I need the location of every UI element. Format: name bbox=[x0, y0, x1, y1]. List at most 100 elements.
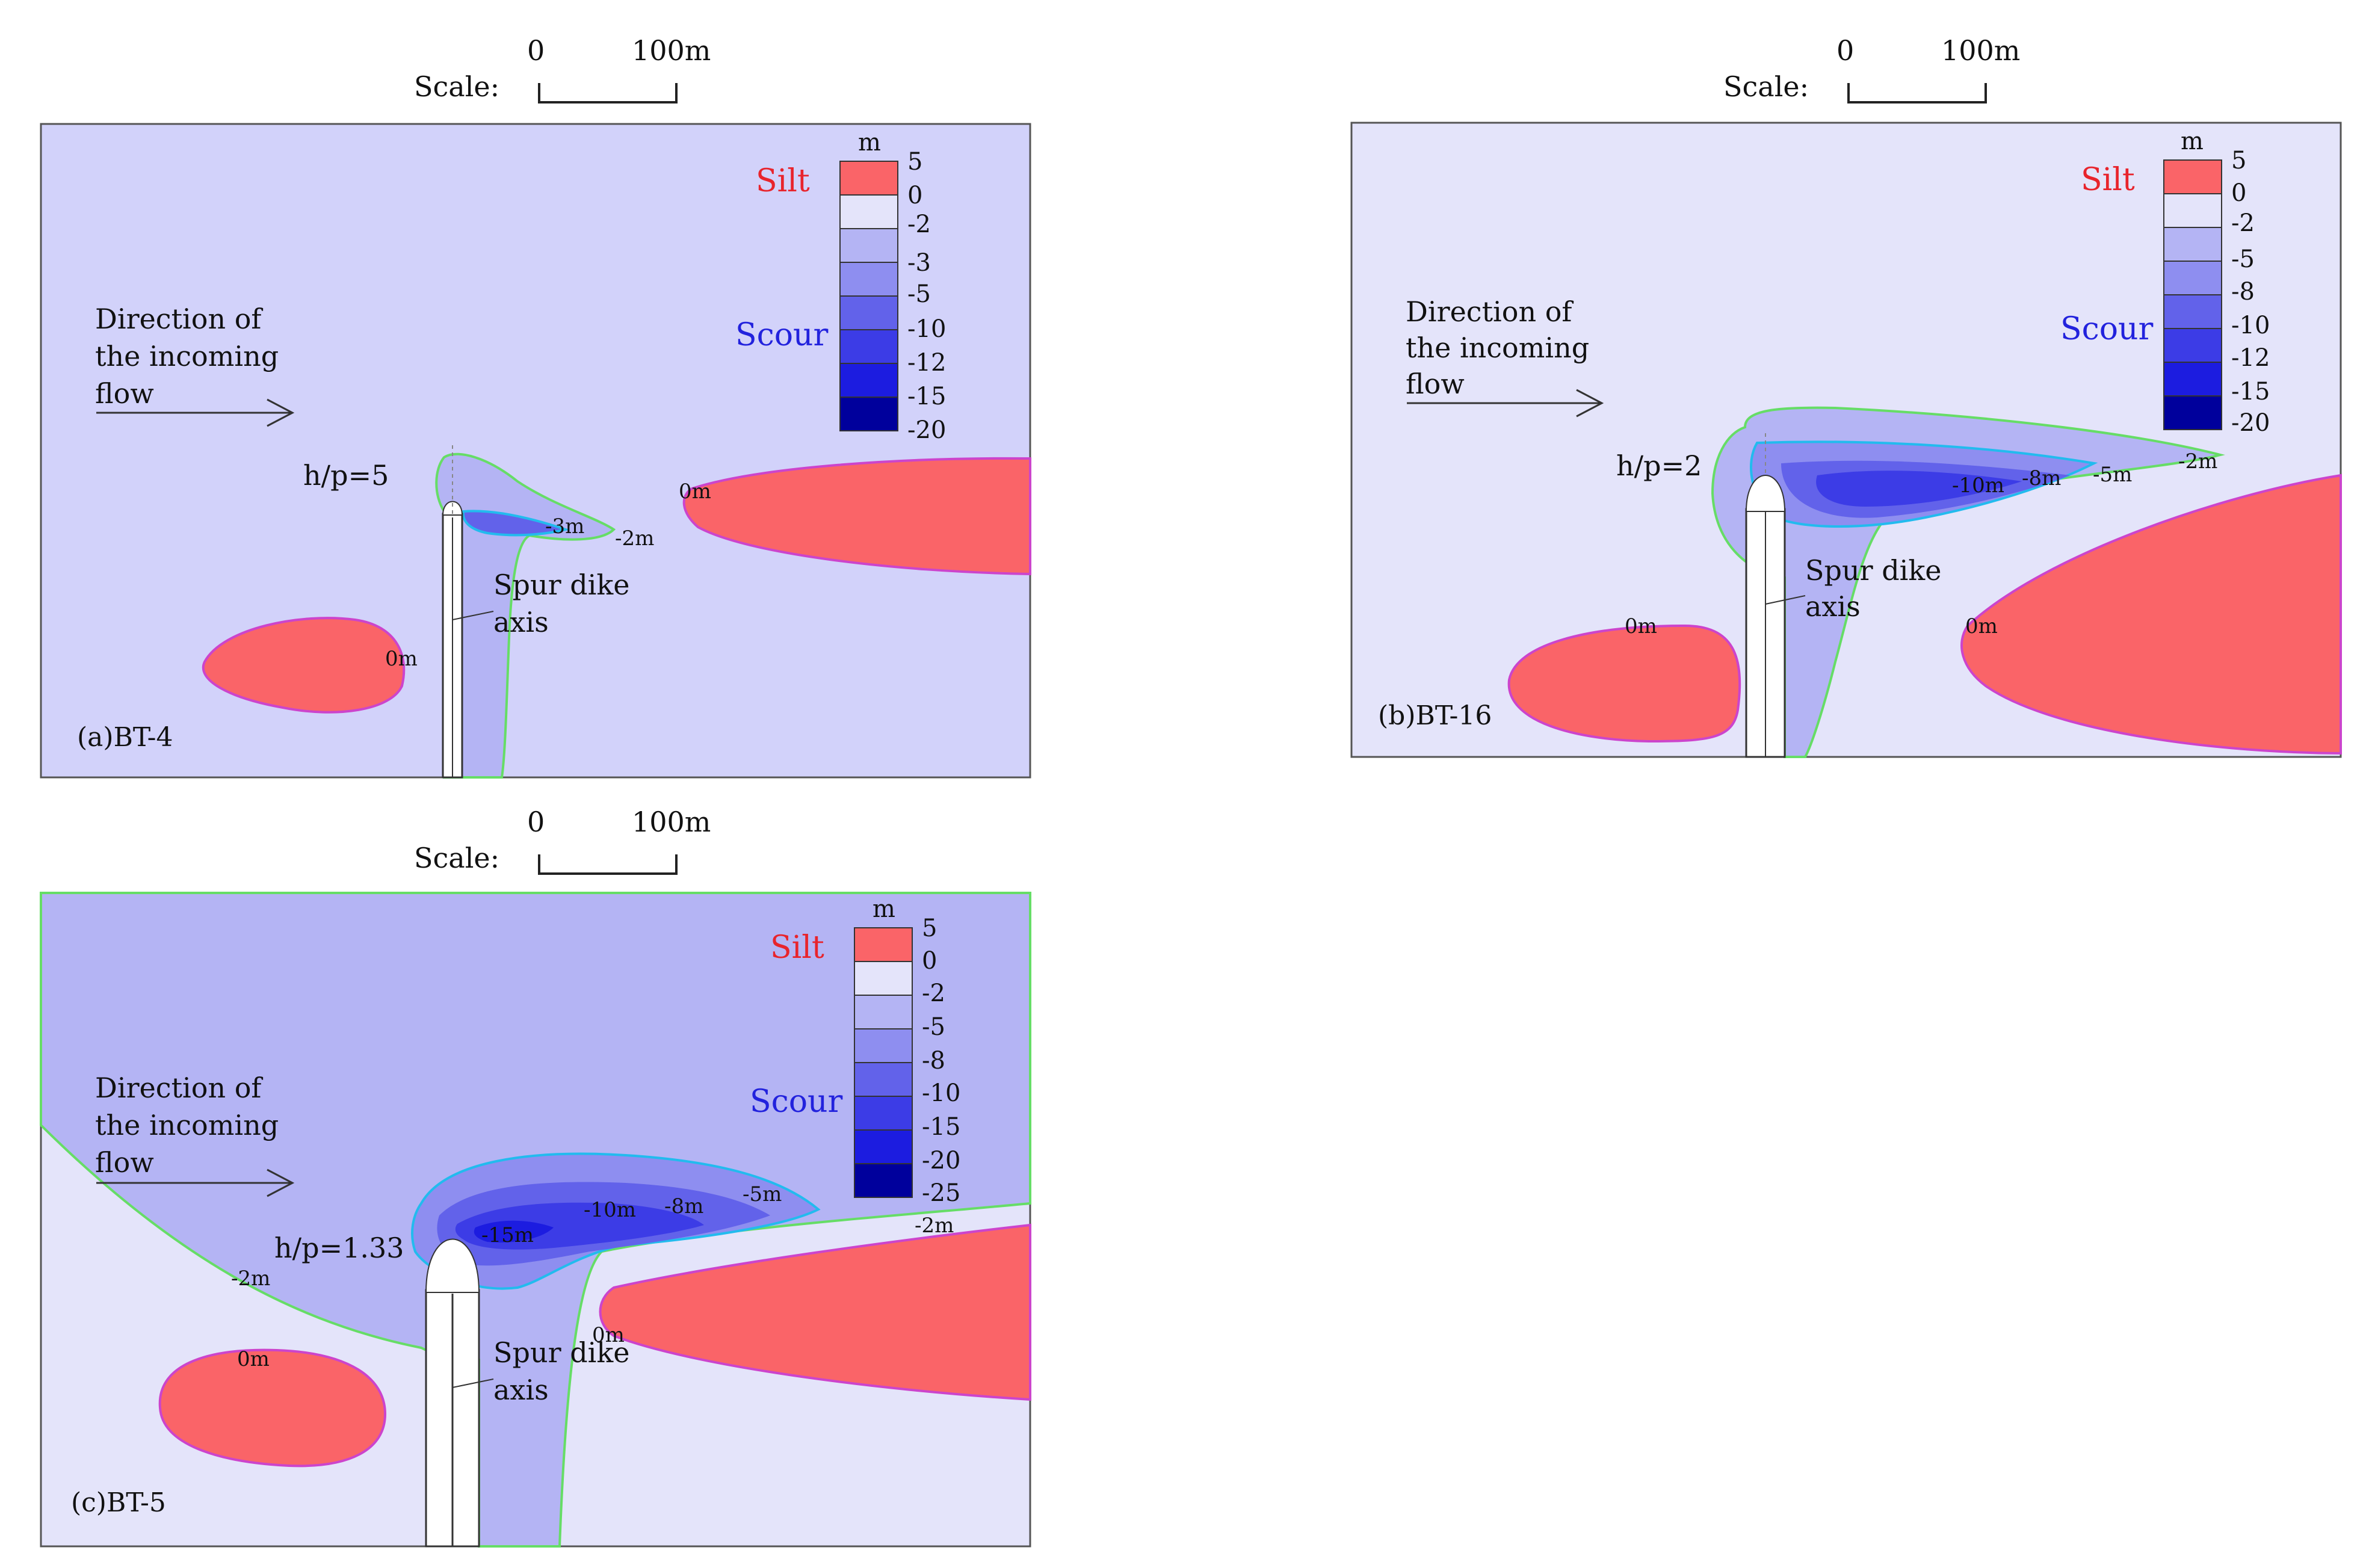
legend-value: -5 bbox=[2231, 245, 2255, 273]
panel-caption: (b)BT-16 bbox=[1378, 700, 1492, 731]
contour-label: -8m bbox=[2022, 466, 2061, 490]
legend-swatch-silt bbox=[854, 927, 913, 962]
silt-zone-left bbox=[202, 617, 406, 714]
legend-value: -5 bbox=[907, 280, 931, 308]
scale-zero: 0 bbox=[527, 34, 545, 67]
panel-b: 0 100m Scale: Direction of the incoming … bbox=[1350, 34, 2342, 758]
scale-zero: 0 bbox=[527, 806, 545, 838]
contour-label: 0m bbox=[592, 1323, 625, 1347]
legend-value: -3 bbox=[907, 249, 931, 277]
scour-zone-level1 bbox=[435, 452, 616, 779]
dike-label-line1: Spur dike bbox=[493, 569, 629, 601]
scale-hundred: 100m bbox=[1941, 34, 2020, 67]
legend-value: -15 bbox=[907, 383, 946, 410]
legend-swatches bbox=[854, 927, 913, 1198]
legend-value: 5 bbox=[2231, 147, 2246, 174]
legend-swatch bbox=[854, 1028, 913, 1063]
legend-swatch bbox=[2163, 328, 2222, 363]
legend-value: -2 bbox=[2231, 209, 2255, 237]
scale-bar bbox=[538, 83, 678, 103]
panel-c: 0 100m Scale: Direction of the incoming … bbox=[40, 806, 1031, 1548]
scale-bar bbox=[538, 854, 678, 875]
legend-value: 0 bbox=[2231, 179, 2246, 207]
scale-label: Scale: bbox=[414, 842, 499, 874]
legend-swatches bbox=[2163, 159, 2222, 430]
legend-value: -25 bbox=[922, 1179, 960, 1207]
legend-swatch bbox=[854, 1163, 913, 1198]
flow-label-line1: Direction of bbox=[95, 1072, 263, 1104]
scour-zone-level4 bbox=[1816, 471, 2022, 507]
contour-label: 0m bbox=[385, 647, 418, 671]
scour-zone-level5 bbox=[474, 1220, 554, 1242]
legend-swatch bbox=[839, 262, 898, 297]
legend-value: -10 bbox=[922, 1079, 960, 1107]
legend-swatch bbox=[839, 295, 898, 330]
legend-value: -5 bbox=[922, 1013, 945, 1041]
scale-bar bbox=[1847, 83, 1987, 103]
dike-head bbox=[425, 1238, 480, 1293]
flow-arrow-head bbox=[1576, 389, 1604, 418]
silt-zone-right bbox=[1960, 474, 2342, 755]
legend-value: 0 bbox=[907, 182, 922, 209]
legend-value: -12 bbox=[2231, 344, 2270, 372]
legend-swatch-silt bbox=[2163, 159, 2222, 194]
legend-value: -8 bbox=[2231, 278, 2255, 306]
silt-zone-left bbox=[158, 1348, 387, 1468]
contour-label: 0m bbox=[679, 480, 711, 504]
legend-unit: m bbox=[2181, 128, 2204, 155]
contour-label: -5m bbox=[2093, 463, 2132, 487]
legend-swatch-silt bbox=[839, 161, 898, 196]
scour-label: Scour bbox=[750, 1084, 843, 1120]
ratio-label: h/p=5 bbox=[303, 459, 389, 492]
legend-swatch bbox=[854, 1096, 913, 1131]
scour-label: Scour bbox=[735, 317, 829, 353]
scour-label: Scour bbox=[2060, 311, 2154, 347]
flow-label-line2: the incoming bbox=[95, 340, 279, 372]
dike-label-leader bbox=[452, 611, 494, 620]
legend-value: -20 bbox=[922, 1147, 960, 1174]
legend-unit: m bbox=[873, 895, 895, 923]
dike-label-leader bbox=[1765, 595, 1806, 605]
legend-swatch bbox=[2163, 193, 2222, 228]
silt-label: Silt bbox=[770, 930, 824, 966]
dike-head bbox=[1745, 475, 1786, 512]
legend-swatch bbox=[839, 329, 898, 364]
legend-value: -10 bbox=[2231, 312, 2270, 339]
legend-value: -2 bbox=[907, 211, 931, 238]
contour-label: -15m bbox=[481, 1223, 534, 1247]
legend-swatch bbox=[854, 961, 913, 996]
contour-label: -10m bbox=[584, 1198, 636, 1222]
legend-swatch bbox=[854, 1129, 913, 1164]
legend-swatch bbox=[854, 995, 913, 1029]
silt-label: Silt bbox=[2081, 162, 2135, 198]
silt-label: Silt bbox=[756, 163, 810, 199]
legend-swatch bbox=[839, 194, 898, 229]
legend-swatches bbox=[839, 161, 898, 431]
contour-label: 0m bbox=[237, 1347, 270, 1371]
scale-label: Scale: bbox=[414, 70, 499, 103]
flow-label-line3: flow bbox=[1406, 368, 1465, 400]
contour-label: -2m bbox=[2178, 449, 2217, 474]
flow-label-line3: flow bbox=[95, 1146, 154, 1179]
contour-label: 0m bbox=[1625, 614, 1657, 638]
legend-value: 0 bbox=[922, 947, 937, 975]
contour-label: 0m bbox=[1965, 614, 1998, 638]
legend-value: -15 bbox=[922, 1113, 960, 1141]
scale-hundred: 100m bbox=[632, 806, 711, 838]
legend-swatch bbox=[854, 1062, 913, 1097]
legend-value: 5 bbox=[907, 148, 922, 176]
dike-label-line1: Spur dike bbox=[493, 1336, 629, 1369]
legend-value: -8 bbox=[922, 1047, 945, 1075]
legend-value: -20 bbox=[2231, 409, 2270, 437]
legend-unit: m bbox=[858, 129, 881, 156]
scour-zone-level3 bbox=[462, 510, 570, 537]
silt-zone-left bbox=[1507, 624, 1741, 743]
legend-swatch bbox=[2163, 362, 2222, 397]
scale-label: Scale: bbox=[1723, 70, 1809, 103]
flow-label-line2: the incoming bbox=[95, 1109, 279, 1141]
legend-value: -15 bbox=[2231, 378, 2270, 406]
contour-label: -10m bbox=[1952, 474, 2004, 498]
flow-arrow-head bbox=[267, 1168, 295, 1197]
dike-label-line2: axis bbox=[493, 1374, 549, 1406]
